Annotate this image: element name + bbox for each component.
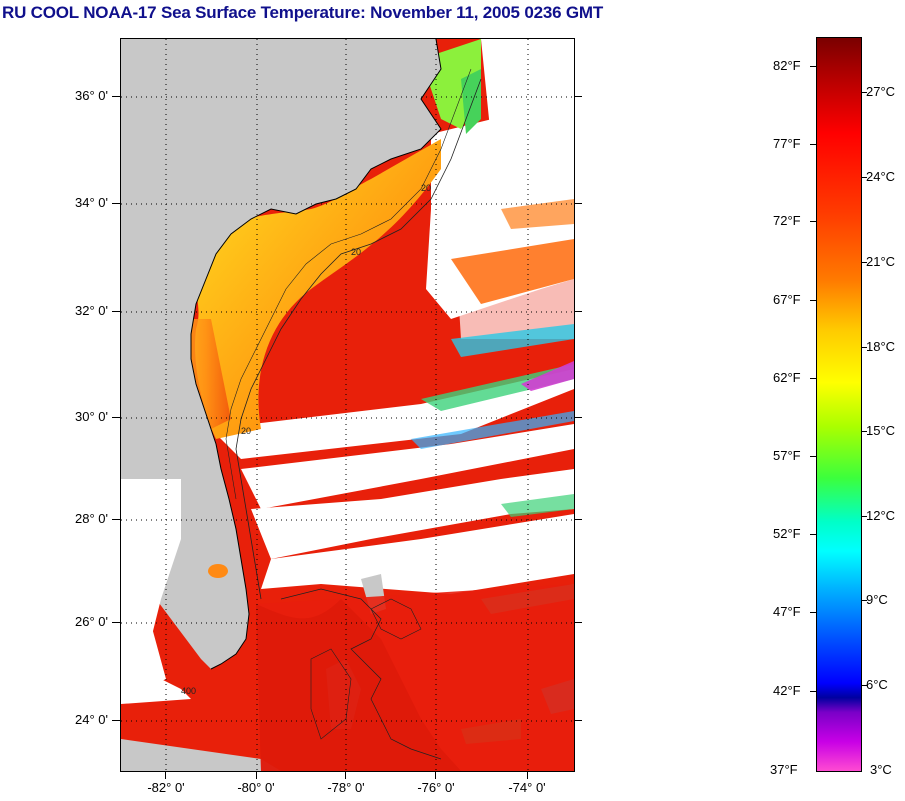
fahrenheit-label: 62°F — [773, 370, 801, 385]
celsius-label: 12°C — [866, 508, 896, 523]
contour-label: 20 — [351, 247, 361, 257]
lat-label: 30° 0' — [75, 409, 108, 424]
lat-label: 34° 0' — [75, 195, 108, 210]
contour-label: 20 — [421, 183, 431, 193]
contour-label: 20 — [241, 426, 251, 436]
fahrenheit-label: 37°F — [770, 762, 798, 777]
celsius-label: 15°C — [866, 423, 896, 438]
celsius-label: 24°C — [866, 169, 896, 184]
fahrenheit-label: 67°F — [773, 292, 801, 307]
temperature-colorbar — [816, 37, 862, 772]
lat-label: 32° 0' — [75, 303, 108, 318]
sst-map: 20 20 20 400 — [120, 38, 575, 772]
lon-label: -76° 0' — [417, 780, 455, 795]
celsius-label: 6°C — [866, 677, 888, 692]
lon-label: -78° 0' — [327, 780, 365, 795]
fahrenheit-label: 82°F — [773, 58, 801, 73]
fahrenheit-label: 57°F — [773, 448, 801, 463]
lat-label: 26° 0' — [75, 614, 108, 629]
fahrenheit-label: 77°F — [773, 136, 801, 151]
contour-line — [235, 78, 482, 600]
fahrenheit-label: 42°F — [773, 683, 801, 698]
fahrenheit-label: 47°F — [773, 604, 801, 619]
contour-label: 400 — [181, 686, 196, 696]
celsius-label: 27°C — [866, 84, 896, 99]
fahrenheit-label: 52°F — [773, 526, 801, 541]
celsius-label: 9°C — [866, 592, 888, 607]
lat-label: 36° 0' — [75, 88, 108, 103]
fahrenheit-label: 72°F — [773, 213, 801, 228]
celsius-label: 21°C — [866, 254, 896, 269]
lat-label: 28° 0' — [75, 511, 108, 526]
map-title: RU COOL NOAA-17 Sea Surface Temperature:… — [2, 3, 604, 22]
lon-label: -80° 0' — [237, 780, 275, 795]
land-mass — [121, 39, 441, 669]
lat-label: 24° 0' — [75, 712, 108, 727]
graticule — [121, 39, 574, 771]
lon-label: -74° 0' — [508, 780, 546, 795]
lon-label: -82° 0' — [147, 780, 185, 795]
celsius-label: 18°C — [866, 339, 896, 354]
celsius-label: 3°C — [870, 762, 892, 777]
